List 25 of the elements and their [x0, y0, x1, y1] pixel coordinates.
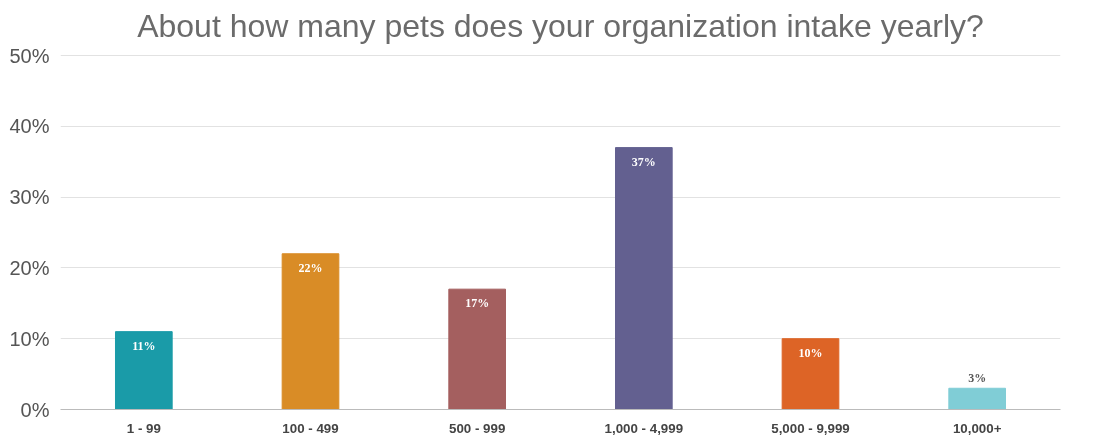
x-tick-label: 5,000 - 9,999	[771, 420, 850, 436]
bar	[615, 147, 673, 410]
data-label: 3%	[968, 370, 987, 385]
y-tick-label: 30%	[9, 186, 50, 209]
data-label: 10%	[798, 345, 823, 360]
y-tick-label: 10%	[9, 327, 50, 350]
x-tick-label: 1,000 - 4,999	[604, 420, 684, 436]
x-tick-label: 10,000+	[952, 420, 1002, 436]
y-tick-label: 0%	[20, 398, 50, 421]
y-tick-label: 20%	[9, 256, 50, 279]
x-tick-label: 100 - 499	[282, 420, 339, 436]
x-tick-label: 1 - 99	[126, 420, 161, 436]
data-label: 37%	[631, 154, 656, 169]
bar	[448, 288, 506, 410]
data-label: 11%	[132, 338, 156, 353]
y-tick-label: 50%	[9, 44, 50, 67]
y-tick-label: 40%	[9, 115, 50, 138]
data-label: 17%	[465, 296, 490, 311]
data-label: 22%	[298, 261, 323, 276]
chart-title: About how many pets does your organization intake yearly?	[137, 7, 984, 44]
x-tick-label: 500 - 999	[449, 420, 506, 436]
bar	[781, 338, 840, 410]
bar	[115, 331, 173, 410]
bar	[281, 253, 340, 410]
bar	[948, 387, 1006, 410]
